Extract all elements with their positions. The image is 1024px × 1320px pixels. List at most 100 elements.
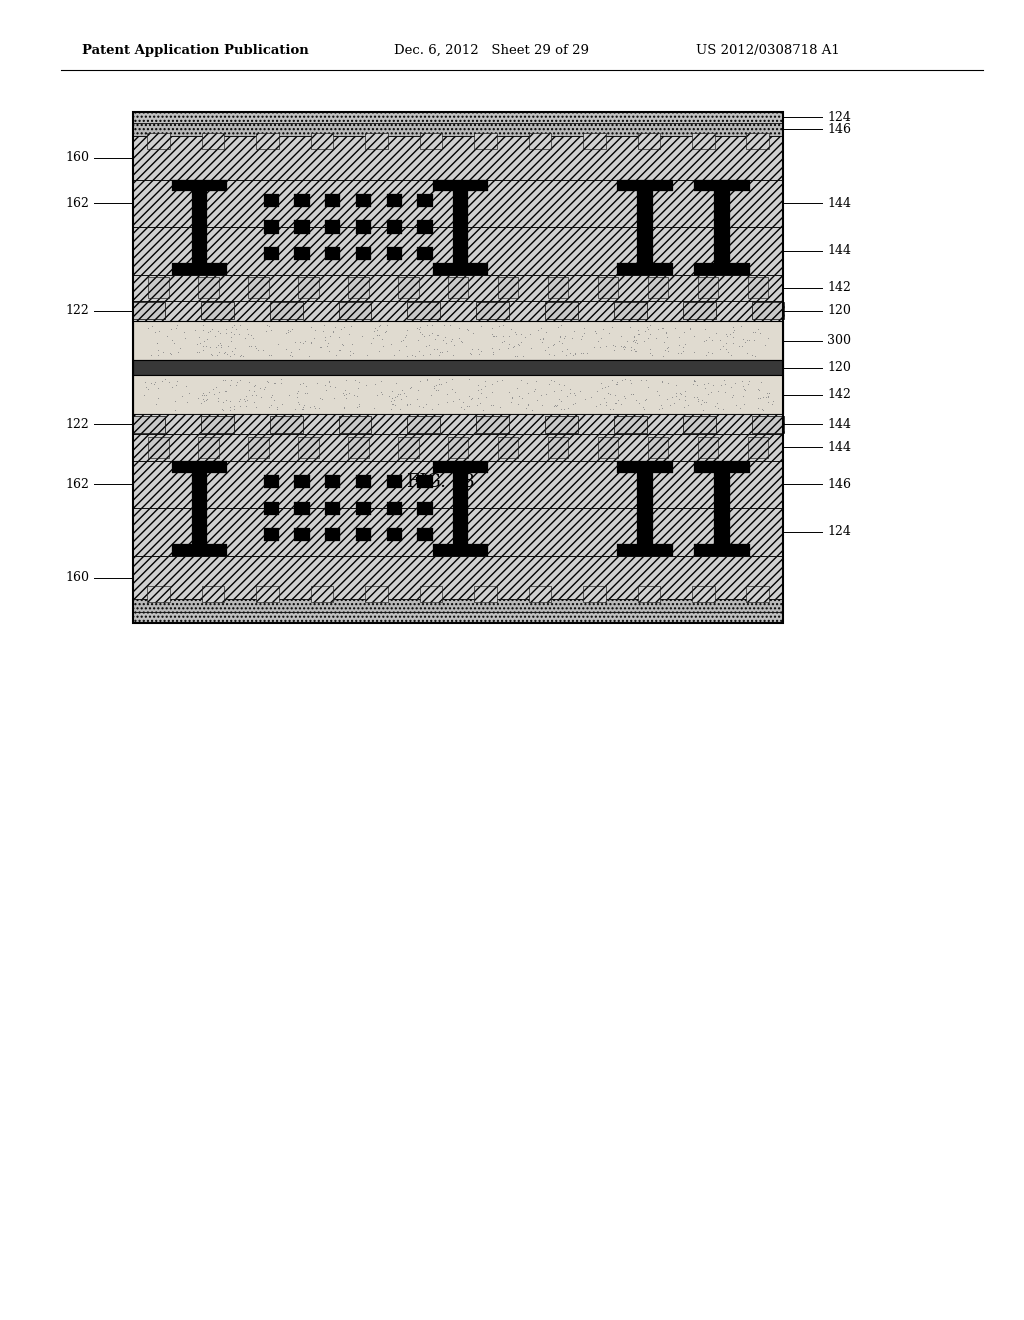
Point	[469, 395, 485, 416]
Point	[535, 329, 551, 350]
Bar	[339, 416, 372, 433]
Point	[753, 372, 769, 393]
Point	[703, 329, 720, 350]
Point	[724, 387, 740, 408]
Point	[371, 341, 387, 362]
Point	[429, 338, 445, 359]
Point	[548, 395, 564, 416]
Point	[668, 383, 684, 404]
Point	[411, 330, 427, 351]
Point	[369, 319, 385, 341]
Point	[608, 372, 625, 393]
Point	[241, 371, 257, 392]
Bar	[474, 586, 497, 602]
Point	[509, 378, 525, 399]
Point	[507, 346, 523, 367]
Point	[653, 397, 670, 418]
Point	[595, 318, 611, 339]
Point	[677, 389, 693, 411]
Point	[237, 388, 253, 409]
Point	[246, 392, 262, 413]
Point	[659, 338, 676, 359]
Point	[210, 321, 226, 342]
Point	[451, 388, 467, 409]
Bar	[647, 277, 668, 298]
Point	[384, 393, 400, 414]
Point	[399, 393, 416, 414]
Point	[218, 389, 234, 411]
Point	[287, 331, 303, 352]
Point	[411, 395, 427, 416]
Bar	[133, 112, 783, 623]
Point	[530, 319, 547, 341]
Text: 144: 144	[827, 441, 851, 454]
Point	[605, 339, 622, 360]
Point	[664, 387, 680, 408]
Point	[328, 345, 344, 366]
Bar	[356, 194, 371, 207]
Point	[193, 392, 209, 413]
Point	[662, 395, 678, 416]
Point	[725, 333, 741, 354]
Bar	[148, 277, 169, 298]
Point	[650, 399, 667, 420]
Point	[464, 339, 480, 360]
Point	[728, 393, 744, 414]
Point	[273, 372, 290, 393]
Point	[689, 385, 706, 407]
Point	[239, 319, 255, 341]
Point	[428, 379, 444, 400]
Text: FIG. 28: FIG. 28	[407, 473, 474, 491]
Bar	[172, 461, 227, 473]
Point	[552, 326, 568, 347]
Point	[504, 387, 520, 408]
Point	[261, 345, 278, 366]
Bar	[264, 475, 279, 488]
Bar	[598, 277, 618, 298]
Bar	[133, 414, 783, 434]
Point	[534, 384, 550, 405]
Point	[505, 337, 521, 358]
Text: 120: 120	[827, 305, 851, 317]
Bar	[387, 220, 401, 234]
Point	[290, 391, 306, 412]
Point	[423, 385, 439, 407]
Bar	[638, 133, 660, 149]
Point	[623, 337, 639, 358]
Bar	[418, 220, 432, 234]
Point	[289, 387, 305, 408]
Point	[553, 314, 569, 335]
Bar	[583, 586, 605, 602]
Point	[708, 322, 724, 343]
Point	[600, 381, 616, 403]
Point	[413, 371, 429, 392]
Point	[630, 323, 646, 345]
Point	[218, 380, 234, 401]
Point	[461, 385, 477, 407]
Point	[625, 331, 641, 352]
Point	[422, 343, 438, 364]
Point	[718, 338, 734, 359]
Point	[166, 333, 182, 354]
Point	[351, 371, 368, 392]
Point	[669, 375, 685, 396]
Point	[433, 374, 450, 395]
Point	[402, 376, 419, 397]
Point	[191, 333, 208, 354]
Point	[438, 371, 455, 392]
Point	[659, 388, 676, 409]
Point	[431, 345, 447, 366]
Point	[587, 321, 603, 342]
Bar	[694, 544, 750, 556]
Point	[725, 322, 741, 343]
Point	[697, 391, 714, 412]
Point	[280, 321, 296, 342]
Point	[760, 391, 776, 412]
Point	[385, 393, 401, 414]
Point	[445, 345, 462, 366]
Point	[270, 333, 287, 354]
Point	[444, 378, 461, 399]
Point	[312, 337, 329, 358]
Point	[268, 396, 285, 417]
Point	[454, 331, 470, 352]
